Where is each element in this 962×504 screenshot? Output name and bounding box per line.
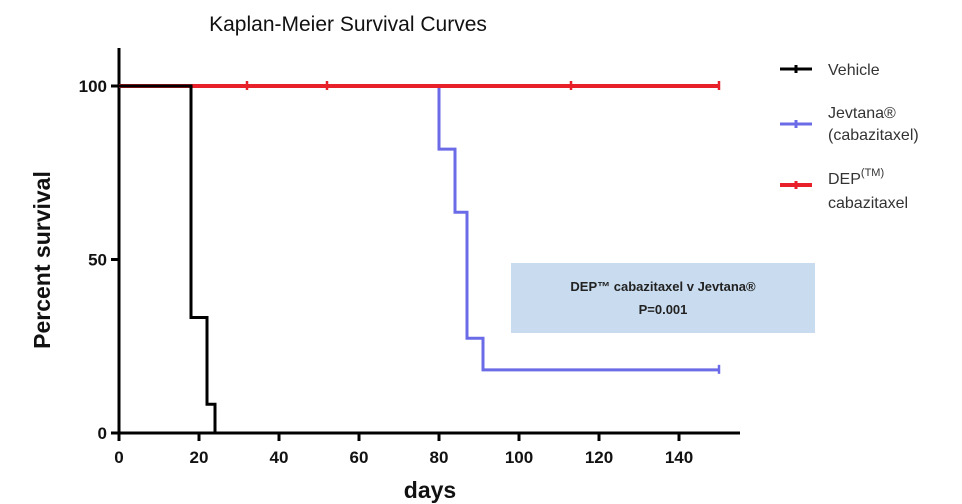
- legend-label-dep-main: DEP: [828, 171, 861, 188]
- y-tick-label: 100: [79, 77, 107, 96]
- x-tick-label: 20: [190, 448, 209, 467]
- annotation-background: [511, 263, 815, 333]
- legend: Vehicle Jevtana® (cabazitaxel) DEP(TM) c…: [780, 62, 919, 212]
- series-group: [119, 81, 719, 433]
- y-axis-title: Percent survival: [29, 171, 55, 349]
- x-tick-label: 120: [585, 448, 613, 467]
- y-ticks: 0 50 100: [79, 77, 119, 443]
- y-tick-label: 50: [88, 251, 107, 270]
- x-tick-label: 0: [114, 448, 123, 467]
- legend-label-jevtana: Jevtana®: [828, 105, 896, 122]
- legend-label-vehicle: Vehicle: [828, 62, 880, 79]
- x-tick-label: 80: [430, 448, 449, 467]
- legend-item-vehicle: Vehicle: [780, 62, 880, 79]
- annotation-line-2: P=0.001: [639, 302, 688, 317]
- legend-item-dep: DEP(TM) cabazitaxel: [780, 167, 908, 212]
- axes: [119, 48, 740, 433]
- x-tick-label: 140: [665, 448, 693, 467]
- legend-label-jevtana-sub: (cabazitaxel): [828, 127, 919, 144]
- x-tick-label: 100: [505, 448, 533, 467]
- x-axis-title: days: [404, 477, 456, 503]
- legend-label-dep-sup: (TM): [861, 167, 884, 179]
- series-line-vehicle: [119, 86, 215, 433]
- legend-label-dep: DEP(TM): [828, 167, 884, 188]
- annotation-box: DEP™ cabazitaxel v Jevtana® P=0.001: [511, 263, 815, 333]
- x-tick-label: 40: [270, 448, 289, 467]
- x-tick-label: 60: [350, 448, 369, 467]
- x-ticks: 0 20 40 60 80 100 120 140: [114, 433, 693, 467]
- chart-title: Kaplan-Meier Survival Curves: [209, 13, 487, 36]
- annotation-line-1: DEP™ cabazitaxel v Jevtana®: [570, 279, 756, 294]
- y-tick-label: 0: [98, 424, 107, 443]
- legend-label-dep-sub: cabazitaxel: [828, 195, 908, 212]
- legend-item-jevtana: Jevtana® (cabazitaxel): [780, 105, 919, 144]
